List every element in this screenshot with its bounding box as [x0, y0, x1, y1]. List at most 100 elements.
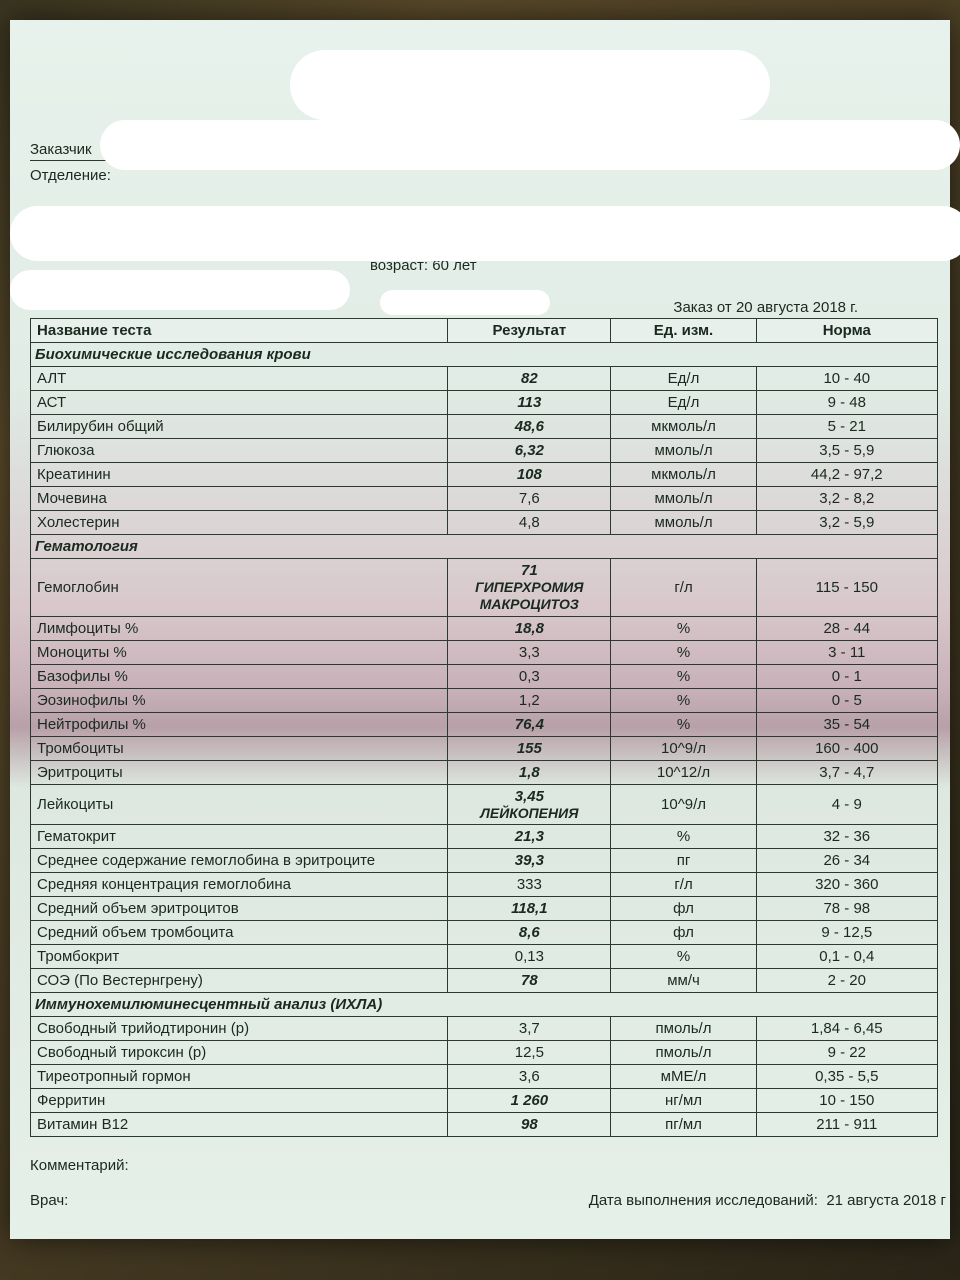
- cell-unit: ммоль/л: [611, 511, 756, 535]
- col-unit: Ед. изм.: [611, 319, 756, 343]
- cell-test-name: Базофилы %: [31, 664, 448, 688]
- cell-norm: 3,2 - 5,9: [756, 511, 937, 535]
- cell-result: 4,8: [448, 511, 611, 535]
- table-row: Билирубин общий48,6мкмоль/л5 - 21: [31, 415, 938, 439]
- cell-test-name: Ферритин: [31, 1089, 448, 1113]
- section-header: Иммунохемилюминесцентный анализ (ИХЛА): [31, 993, 938, 1017]
- comment-label: Комментарий:: [30, 1157, 938, 1174]
- table-row: Витамин B1298пг/мл211 - 911: [31, 1113, 938, 1137]
- cell-test-name: АСТ: [31, 391, 448, 415]
- table-row: Эозинофилы %1,2%0 - 5: [31, 688, 938, 712]
- cell-unit: ммоль/л: [611, 487, 756, 511]
- cell-result: 12,5: [448, 1041, 611, 1065]
- cell-result: 7,6: [448, 487, 611, 511]
- cell-result: 113: [448, 391, 611, 415]
- cell-norm: 160 - 400: [756, 736, 937, 760]
- cell-unit: г/л: [611, 873, 756, 897]
- cell-result: 1,2: [448, 688, 611, 712]
- cell-test-name: Холестерин: [31, 511, 448, 535]
- cell-test-name: Лимфоциты %: [31, 616, 448, 640]
- cell-result: 1 260: [448, 1089, 611, 1113]
- table-row: Средняя концентрация гемоглобина333г/л32…: [31, 873, 938, 897]
- cell-norm: 10 - 150: [756, 1089, 937, 1113]
- table-row: Нейтрофилы %76,4%35 - 54: [31, 712, 938, 736]
- cell-norm: 44,2 - 97,2: [756, 463, 937, 487]
- cell-norm: 32 - 36: [756, 825, 937, 849]
- table-row: Тиреотропный гормон3,6мМЕ/л0,35 - 5,5: [31, 1065, 938, 1089]
- cell-unit: мкмоль/л: [611, 463, 756, 487]
- cell-unit: %: [611, 640, 756, 664]
- cell-result: 48,6: [448, 415, 611, 439]
- cell-test-name: Средний объем эритроцитов: [31, 897, 448, 921]
- table-row: Среднее содержание гемоглобина в эритроц…: [31, 849, 938, 873]
- cell-unit: фл: [611, 897, 756, 921]
- cell-result: 71ГИПЕРХРОМИЯ МАКРОЦИТОЗ: [448, 559, 611, 617]
- cell-unit: %: [611, 616, 756, 640]
- table-row: Лимфоциты %18,8%28 - 44: [31, 616, 938, 640]
- cell-norm: 26 - 34: [756, 849, 937, 873]
- cell-norm: 211 - 911: [756, 1113, 937, 1137]
- exec-date: Дата выполнения исследований: 21 августа…: [589, 1192, 946, 1209]
- cell-result: 82: [448, 367, 611, 391]
- cell-result: 6,32: [448, 439, 611, 463]
- table-header-row: Название теста Результат Ед. изм. Норма: [31, 319, 938, 343]
- cell-unit: %: [611, 664, 756, 688]
- table-row: Базофилы %0,3%0 - 1: [31, 664, 938, 688]
- cell-result: 108: [448, 463, 611, 487]
- cell-unit: %: [611, 945, 756, 969]
- cell-result: 21,3: [448, 825, 611, 849]
- cell-result: 0,13: [448, 945, 611, 969]
- cell-test-name: Тиреотропный гормон: [31, 1065, 448, 1089]
- cell-test-name: Средний объем тромбоцита: [31, 921, 448, 945]
- table-row: Эритроциты1,810^12/л3,7 - 4,7: [31, 760, 938, 784]
- cell-test-name: Лейкоциты: [31, 784, 448, 825]
- cell-test-name: Средняя концентрация гемоглобина: [31, 873, 448, 897]
- cell-result: 3,7: [448, 1017, 611, 1041]
- cell-unit: Ед/л: [611, 391, 756, 415]
- cell-test-name: Свободный тироксин (р): [31, 1041, 448, 1065]
- cell-norm: 35 - 54: [756, 712, 937, 736]
- cell-test-name: Гемоглобин: [31, 559, 448, 617]
- cell-test-name: Витамин B12: [31, 1113, 448, 1137]
- cell-norm: 2 - 20: [756, 969, 937, 993]
- cell-unit: г/л: [611, 559, 756, 617]
- cell-test-name: СОЭ (По Вестернгрену): [31, 969, 448, 993]
- table-row: Свободный тироксин (р)12,5пмоль/л9 - 22: [31, 1041, 938, 1065]
- cell-test-name: Эозинофилы %: [31, 688, 448, 712]
- cell-norm: 9 - 48: [756, 391, 937, 415]
- cell-unit: пмоль/л: [611, 1041, 756, 1065]
- cell-unit: пмоль/л: [611, 1017, 756, 1041]
- cell-norm: 9 - 12,5: [756, 921, 937, 945]
- cell-norm: 0,1 - 0,4: [756, 945, 937, 969]
- cell-test-name: Мочевина: [31, 487, 448, 511]
- cell-norm: 5 - 21: [756, 415, 937, 439]
- results-table: Название теста Результат Ед. изм. Норма …: [30, 318, 938, 1137]
- cell-norm: 9 - 22: [756, 1041, 937, 1065]
- cell-unit: ммоль/л: [611, 439, 756, 463]
- cell-unit: пг/мл: [611, 1113, 756, 1137]
- cell-test-name: Тромбоциты: [31, 736, 448, 760]
- cell-test-name: Креатинин: [31, 463, 448, 487]
- cell-result: 98: [448, 1113, 611, 1137]
- cell-test-name: Свободный трийодтиронин (р): [31, 1017, 448, 1041]
- cell-norm: 3,2 - 8,2: [756, 487, 937, 511]
- cell-result: 78: [448, 969, 611, 993]
- table-row: СОЭ (По Вестернгрену)78мм/ч2 - 20: [31, 969, 938, 993]
- col-result: Результат: [448, 319, 611, 343]
- cell-test-name: Среднее содержание гемоглобина в эритроц…: [31, 849, 448, 873]
- cell-norm: 3,5 - 5,9: [756, 439, 937, 463]
- cell-test-name: Моноциты %: [31, 640, 448, 664]
- col-norm: Норма: [756, 319, 937, 343]
- cell-unit: пг: [611, 849, 756, 873]
- table-row: Средний объем эритроцитов118,1фл78 - 98: [31, 897, 938, 921]
- table-row: Свободный трийодтиронин (р)3,7пмоль/л1,8…: [31, 1017, 938, 1041]
- cell-norm: 1,84 - 6,45: [756, 1017, 937, 1041]
- doctor-label: Врач:: [30, 1192, 68, 1209]
- cell-unit: мм/ч: [611, 969, 756, 993]
- table-row: Лейкоциты3,45ЛЕЙКОПЕНИЯ10^9/л4 - 9: [31, 784, 938, 825]
- cell-norm: 4 - 9: [756, 784, 937, 825]
- cell-result: 3,45ЛЕЙКОПЕНИЯ: [448, 784, 611, 825]
- cell-norm: 115 - 150: [756, 559, 937, 617]
- table-row: Ферритин1 260нг/мл10 - 150: [31, 1089, 938, 1113]
- cell-result: 1,8: [448, 760, 611, 784]
